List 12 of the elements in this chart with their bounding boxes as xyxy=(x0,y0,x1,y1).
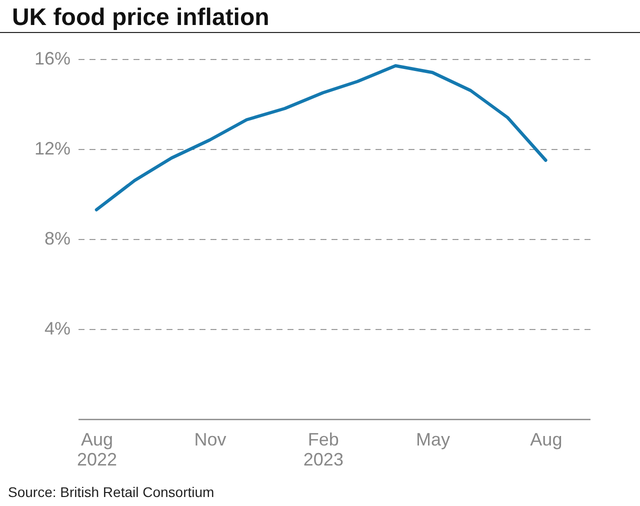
source-note: Source: British Retail Consortium xyxy=(8,484,214,500)
y-tick-label: 12% xyxy=(34,138,70,158)
x-tick-label: Aug xyxy=(530,430,562,450)
x-tick-label: May xyxy=(416,430,450,450)
chart-title: UK food price inflation xyxy=(12,4,270,31)
y-tick-label: 4% xyxy=(44,318,70,338)
y-tick-label: 16% xyxy=(34,48,70,68)
x-tick-label: Feb 2023 xyxy=(303,430,344,470)
x-tick-label: Nov xyxy=(194,430,226,450)
x-tick-label: Aug 2022 xyxy=(76,430,117,470)
y-tick-label: 8% xyxy=(44,228,70,248)
line-series xyxy=(94,64,548,212)
